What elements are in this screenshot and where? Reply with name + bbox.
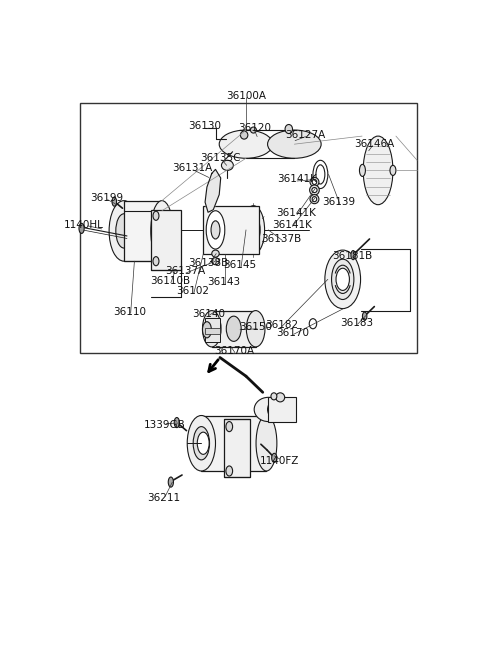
Ellipse shape	[153, 212, 159, 220]
Text: 36102: 36102	[176, 286, 209, 297]
Text: 1140HL: 1140HL	[64, 220, 104, 230]
Bar	[81, 103, 417, 354]
Ellipse shape	[285, 124, 292, 134]
Ellipse shape	[316, 165, 325, 184]
Ellipse shape	[203, 322, 211, 338]
Ellipse shape	[309, 319, 317, 329]
Ellipse shape	[332, 259, 354, 299]
Ellipse shape	[242, 206, 264, 254]
Ellipse shape	[226, 422, 233, 432]
Text: 36127A: 36127A	[286, 130, 325, 140]
Ellipse shape	[310, 195, 319, 204]
Ellipse shape	[254, 398, 282, 422]
Ellipse shape	[240, 131, 248, 139]
Ellipse shape	[219, 130, 273, 159]
Ellipse shape	[193, 426, 210, 460]
Ellipse shape	[325, 250, 360, 309]
Text: 36211: 36211	[147, 493, 181, 503]
Text: 36110: 36110	[113, 307, 146, 316]
Ellipse shape	[187, 415, 216, 471]
Ellipse shape	[79, 223, 84, 233]
Bar	[268, 398, 296, 422]
Text: 36141K: 36141K	[272, 220, 312, 230]
Text: 36170A: 36170A	[214, 346, 254, 356]
Ellipse shape	[212, 250, 219, 257]
Ellipse shape	[206, 211, 225, 249]
Ellipse shape	[313, 160, 328, 189]
Ellipse shape	[151, 200, 173, 261]
Text: 36131A: 36131A	[172, 163, 213, 174]
Ellipse shape	[168, 477, 173, 487]
Ellipse shape	[272, 453, 277, 462]
Ellipse shape	[226, 466, 233, 476]
Text: 36170: 36170	[276, 328, 309, 338]
Ellipse shape	[226, 316, 241, 341]
Text: 36110B: 36110B	[150, 276, 190, 286]
Ellipse shape	[271, 393, 277, 400]
Text: 1339GB: 1339GB	[144, 420, 186, 430]
Ellipse shape	[153, 257, 159, 266]
Ellipse shape	[109, 200, 139, 261]
Ellipse shape	[238, 220, 247, 240]
Ellipse shape	[203, 310, 221, 347]
Ellipse shape	[310, 178, 319, 187]
Ellipse shape	[212, 257, 219, 265]
Ellipse shape	[312, 196, 317, 202]
Ellipse shape	[351, 251, 355, 259]
Ellipse shape	[174, 417, 180, 428]
Text: 36182: 36182	[265, 320, 298, 329]
Ellipse shape	[312, 179, 317, 185]
Text: 36100A: 36100A	[226, 91, 266, 101]
Text: 36135C: 36135C	[200, 153, 240, 163]
Polygon shape	[205, 328, 220, 334]
Ellipse shape	[363, 136, 393, 204]
Text: 36143: 36143	[207, 277, 240, 288]
Bar	[124, 200, 162, 261]
Ellipse shape	[390, 165, 396, 176]
Text: 36140: 36140	[192, 309, 225, 318]
Text: 36181B: 36181B	[332, 251, 372, 261]
Polygon shape	[205, 170, 221, 212]
Text: 1140FZ: 1140FZ	[260, 456, 299, 466]
Bar	[212, 310, 256, 347]
Ellipse shape	[211, 221, 220, 239]
Text: 36150: 36150	[240, 322, 273, 332]
Ellipse shape	[336, 269, 349, 290]
Text: 36139: 36139	[322, 197, 355, 207]
Ellipse shape	[246, 310, 265, 347]
Ellipse shape	[247, 215, 260, 245]
Text: 36146A: 36146A	[354, 139, 395, 149]
Text: 36183: 36183	[340, 318, 373, 328]
Text: 36137B: 36137B	[262, 234, 302, 244]
Ellipse shape	[267, 398, 296, 422]
Ellipse shape	[251, 127, 256, 133]
Text: 36138B: 36138B	[188, 257, 228, 268]
Ellipse shape	[276, 393, 285, 402]
Ellipse shape	[362, 312, 367, 320]
Bar	[203, 206, 259, 254]
Ellipse shape	[156, 212, 168, 250]
Ellipse shape	[116, 214, 132, 248]
Ellipse shape	[197, 432, 209, 455]
Text: 36137A: 36137A	[165, 267, 205, 276]
Ellipse shape	[312, 187, 317, 193]
Ellipse shape	[310, 185, 319, 195]
Text: 36130: 36130	[188, 121, 221, 131]
Ellipse shape	[221, 160, 233, 170]
Text: 36141K: 36141K	[277, 174, 317, 185]
Text: 36141K: 36141K	[276, 208, 316, 218]
Text: 36120: 36120	[238, 123, 271, 133]
Text: 36145: 36145	[223, 260, 256, 271]
Ellipse shape	[240, 225, 244, 235]
Bar	[224, 419, 251, 477]
Ellipse shape	[360, 164, 365, 176]
Bar	[151, 210, 181, 271]
Ellipse shape	[256, 415, 277, 471]
Ellipse shape	[112, 197, 117, 206]
Bar	[205, 318, 220, 342]
Text: 36199: 36199	[90, 193, 123, 203]
Ellipse shape	[267, 130, 321, 159]
Bar	[202, 415, 266, 471]
